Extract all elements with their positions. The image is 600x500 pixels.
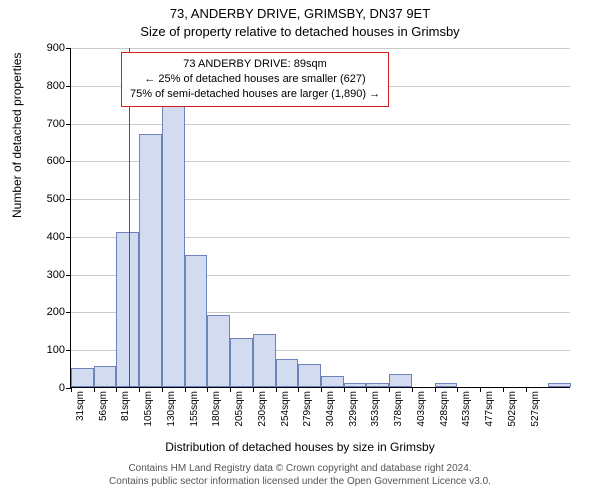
footer-line: Contains HM Land Registry data © Crown c… xyxy=(0,462,600,475)
xtick-mark xyxy=(162,387,163,392)
ytick-mark xyxy=(66,124,71,125)
ytick-label: 900 xyxy=(47,42,65,54)
annotation-box: 73 ANDERBY DRIVE: 89sqm ← 25% of detache… xyxy=(121,52,389,107)
xtick-mark xyxy=(344,387,345,392)
gridline xyxy=(71,48,570,49)
ytick-label: 0 xyxy=(59,382,65,394)
plot-area: 010020030040050060070080090031sqm56sqm81… xyxy=(70,48,570,388)
chart-title-main: 73, ANDERBY DRIVE, GRIMSBY, DN37 9ET xyxy=(0,6,600,21)
gridline xyxy=(71,124,570,125)
histogram-bar xyxy=(230,338,253,387)
ytick-mark xyxy=(66,350,71,351)
histogram-bar xyxy=(185,255,208,387)
ytick-label: 100 xyxy=(47,344,65,356)
xtick-mark xyxy=(412,387,413,392)
annotation-line: ← 25% of detached houses are smaller (62… xyxy=(130,72,380,87)
xtick-mark xyxy=(207,387,208,392)
xtick-mark xyxy=(71,387,72,392)
histogram-bar xyxy=(366,383,389,387)
y-axis-label: Number of detached properties xyxy=(10,53,24,218)
ytick-mark xyxy=(66,312,71,313)
xtick-mark xyxy=(503,387,504,392)
histogram-bar xyxy=(207,315,230,387)
xtick-mark xyxy=(230,387,231,392)
ytick-label: 500 xyxy=(47,193,65,205)
xtick-mark xyxy=(185,387,186,392)
xtick-mark xyxy=(457,387,458,392)
xtick-mark xyxy=(480,387,481,392)
chart-container: 73, ANDERBY DRIVE, GRIMSBY, DN37 9ET Siz… xyxy=(0,0,600,500)
ytick-mark xyxy=(66,86,71,87)
histogram-bar xyxy=(298,364,321,387)
ytick-mark xyxy=(66,161,71,162)
histogram-bar xyxy=(253,334,276,387)
xtick-mark xyxy=(526,387,527,392)
ytick-label: 800 xyxy=(47,80,65,92)
ytick-label: 400 xyxy=(47,231,65,243)
histogram-bar xyxy=(321,376,344,387)
histogram-bar xyxy=(276,359,299,387)
xtick-mark xyxy=(321,387,322,392)
histogram-bar xyxy=(548,383,571,387)
ytick-mark xyxy=(66,48,71,49)
histogram-bar xyxy=(344,383,367,387)
chart-title-sub: Size of property relative to detached ho… xyxy=(0,24,600,39)
histogram-bar xyxy=(162,106,185,387)
ytick-label: 600 xyxy=(47,155,65,167)
ytick-mark xyxy=(66,199,71,200)
histogram-bar xyxy=(94,366,117,387)
ytick-mark xyxy=(66,275,71,276)
xtick-mark xyxy=(389,387,390,392)
ytick-label: 200 xyxy=(47,306,65,318)
histogram-bar xyxy=(71,368,94,387)
ytick-mark xyxy=(66,237,71,238)
annotation-line: 75% of semi-detached houses are larger (… xyxy=(130,87,380,102)
xtick-mark xyxy=(435,387,436,392)
xtick-mark xyxy=(276,387,277,392)
x-axis-label: Distribution of detached houses by size … xyxy=(0,440,600,454)
histogram-bar xyxy=(435,383,458,387)
ytick-label: 700 xyxy=(47,118,65,130)
annotation-line: 73 ANDERBY DRIVE: 89sqm xyxy=(130,57,380,72)
xtick-mark xyxy=(116,387,117,392)
ytick-label: 300 xyxy=(47,269,65,281)
xtick-mark xyxy=(94,387,95,392)
histogram-bar xyxy=(139,134,162,387)
xtick-mark xyxy=(298,387,299,392)
xtick-mark xyxy=(139,387,140,392)
footer-line: Contains public sector information licen… xyxy=(0,475,600,488)
footer-text: Contains HM Land Registry data © Crown c… xyxy=(0,462,600,488)
xtick-mark xyxy=(253,387,254,392)
xtick-mark xyxy=(366,387,367,392)
histogram-bar xyxy=(389,374,412,387)
histogram-bar xyxy=(116,232,139,387)
